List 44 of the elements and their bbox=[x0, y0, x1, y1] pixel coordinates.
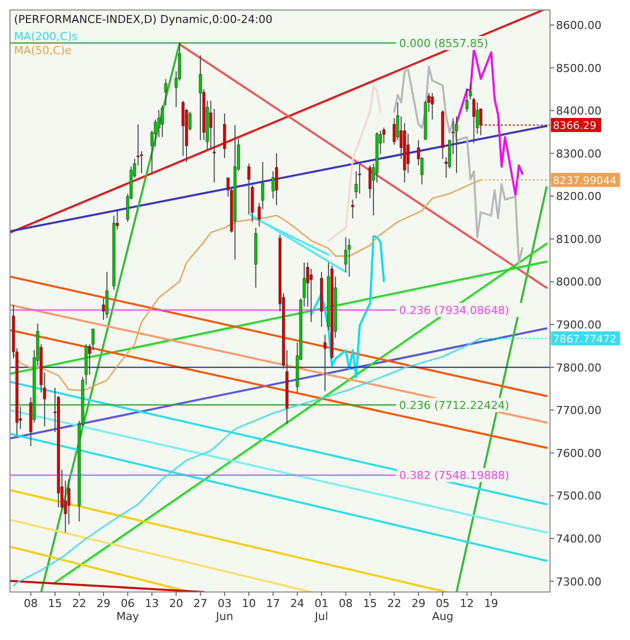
ref-line-label: 0.382 (7548.19888) bbox=[399, 469, 510, 482]
y-tick-label: 8000.00 bbox=[556, 276, 602, 289]
x-tick-label: 24 bbox=[290, 597, 304, 610]
x-tick-label: 20 bbox=[169, 597, 184, 610]
x-tick-label: 06 May bbox=[116, 597, 140, 623]
x-tick-label: 01 Jul bbox=[314, 597, 329, 623]
y-tick-label: 7800.00 bbox=[556, 361, 602, 374]
y-tick-label: 8100.00 bbox=[556, 232, 602, 246]
annotation: 7867.77472 bbox=[553, 333, 616, 346]
x-tick-label: 13 bbox=[144, 597, 159, 610]
y-tick-label: 8500.00 bbox=[556, 62, 602, 75]
ref-line-label: 0.000 (8557.85) bbox=[399, 37, 488, 50]
y-tick-label: 8300.00 bbox=[556, 147, 602, 160]
y-tick-label: 7300.00 bbox=[556, 575, 602, 588]
y-tick-label: 7400.00 bbox=[556, 532, 602, 546]
ref-line-label: 0.236 (7712.22424) bbox=[399, 398, 510, 412]
y-tick-label: 7500.00 bbox=[556, 490, 602, 503]
y-tick-label: 7900.00 bbox=[556, 318, 602, 332]
y-tick-label: 8400.00 bbox=[556, 104, 602, 118]
x-tick-label: 12 bbox=[460, 597, 474, 610]
x-tick-label: 22 bbox=[72, 597, 86, 610]
x-tick-label: 03 Jun bbox=[215, 597, 234, 623]
y-tick-label: 8600.00 bbox=[556, 18, 602, 32]
y-tick-label: 7700.00 bbox=[556, 404, 602, 418]
x-tick-label: 08 bbox=[338, 597, 353, 610]
x-tick-label: 29 bbox=[411, 597, 426, 610]
x-tick-label: 08 bbox=[24, 597, 38, 610]
text: MA(200,C)s bbox=[14, 30, 78, 43]
x-tick-label: 29 bbox=[96, 597, 110, 610]
chart-title: (PERFORMANCE-INDEX,D) Dynamic,0:00-24:00 bbox=[14, 13, 273, 26]
y-tick-label: 8200.00 bbox=[556, 190, 602, 204]
x-tick-label: 19 bbox=[484, 597, 498, 610]
x-tick-label: 10 bbox=[242, 597, 256, 610]
text: MA(50,C)e bbox=[14, 44, 72, 57]
x-tick-label: 17 bbox=[266, 597, 280, 610]
x-tick-label: 15 bbox=[48, 597, 62, 610]
ref-line-label: 0.236 (7934.08648) bbox=[399, 304, 510, 317]
x-tick-label: 05 Aug bbox=[432, 597, 454, 623]
annotation: 8366.29 bbox=[553, 120, 596, 132]
x-tick-label: 22 bbox=[387, 597, 402, 610]
annotation: 8237.99044 bbox=[553, 174, 617, 187]
x-tick-label: 15 bbox=[363, 597, 377, 610]
y-tick-label: 7600.00 bbox=[556, 446, 602, 460]
x-tick-label: 27 bbox=[193, 597, 208, 610]
